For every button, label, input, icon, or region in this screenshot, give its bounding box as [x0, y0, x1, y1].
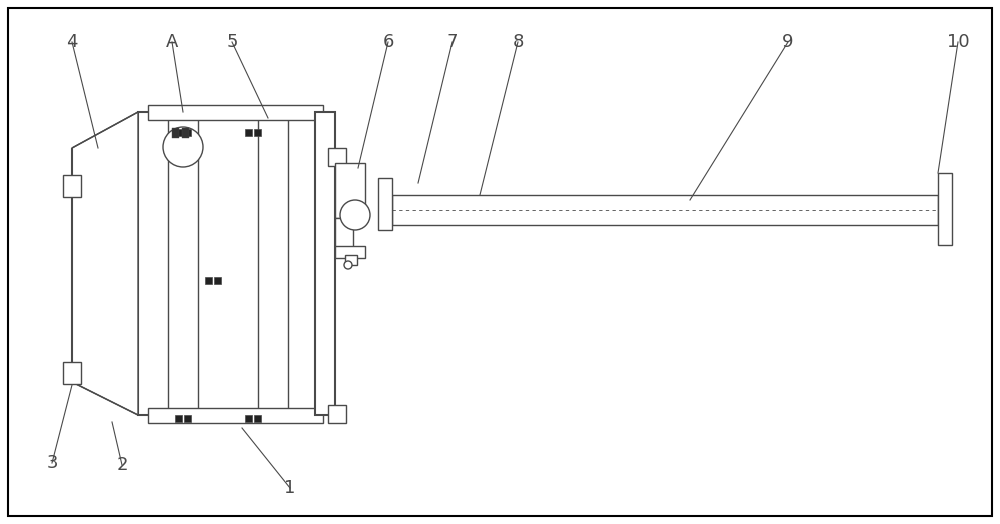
Bar — [378, 178, 392, 230]
Bar — [245, 129, 252, 136]
Text: A: A — [166, 33, 178, 51]
Polygon shape — [72, 112, 138, 415]
Text: 3: 3 — [46, 454, 58, 472]
Bar — [148, 408, 323, 423]
Bar — [63, 175, 81, 197]
Bar — [175, 415, 182, 422]
Bar — [245, 415, 252, 422]
Bar — [335, 218, 353, 248]
Text: 4: 4 — [66, 33, 78, 51]
Text: 2: 2 — [116, 456, 128, 474]
Bar — [184, 129, 191, 136]
Bar — [172, 128, 179, 138]
Text: 9: 9 — [782, 33, 794, 51]
Bar — [254, 415, 261, 422]
Bar — [328, 405, 346, 423]
Bar — [315, 112, 335, 415]
Text: 1: 1 — [284, 479, 296, 497]
Bar — [335, 163, 365, 218]
Text: 6: 6 — [382, 33, 394, 51]
Bar — [205, 277, 212, 284]
Bar — [184, 415, 191, 422]
Bar — [214, 277, 221, 284]
Bar — [63, 362, 81, 384]
Bar — [182, 128, 189, 138]
Bar — [938, 173, 952, 245]
Text: 5: 5 — [226, 33, 238, 51]
Bar — [345, 255, 357, 265]
Bar — [392, 195, 938, 225]
Bar — [254, 129, 261, 136]
Bar — [328, 148, 346, 166]
Text: 7: 7 — [446, 33, 458, 51]
Circle shape — [340, 200, 370, 230]
Bar — [138, 112, 318, 415]
Text: 8: 8 — [512, 33, 524, 51]
Bar — [335, 246, 365, 258]
Text: 10: 10 — [947, 33, 969, 51]
Bar — [148, 105, 323, 120]
Circle shape — [344, 261, 352, 269]
Circle shape — [163, 127, 203, 167]
Bar — [175, 129, 182, 136]
